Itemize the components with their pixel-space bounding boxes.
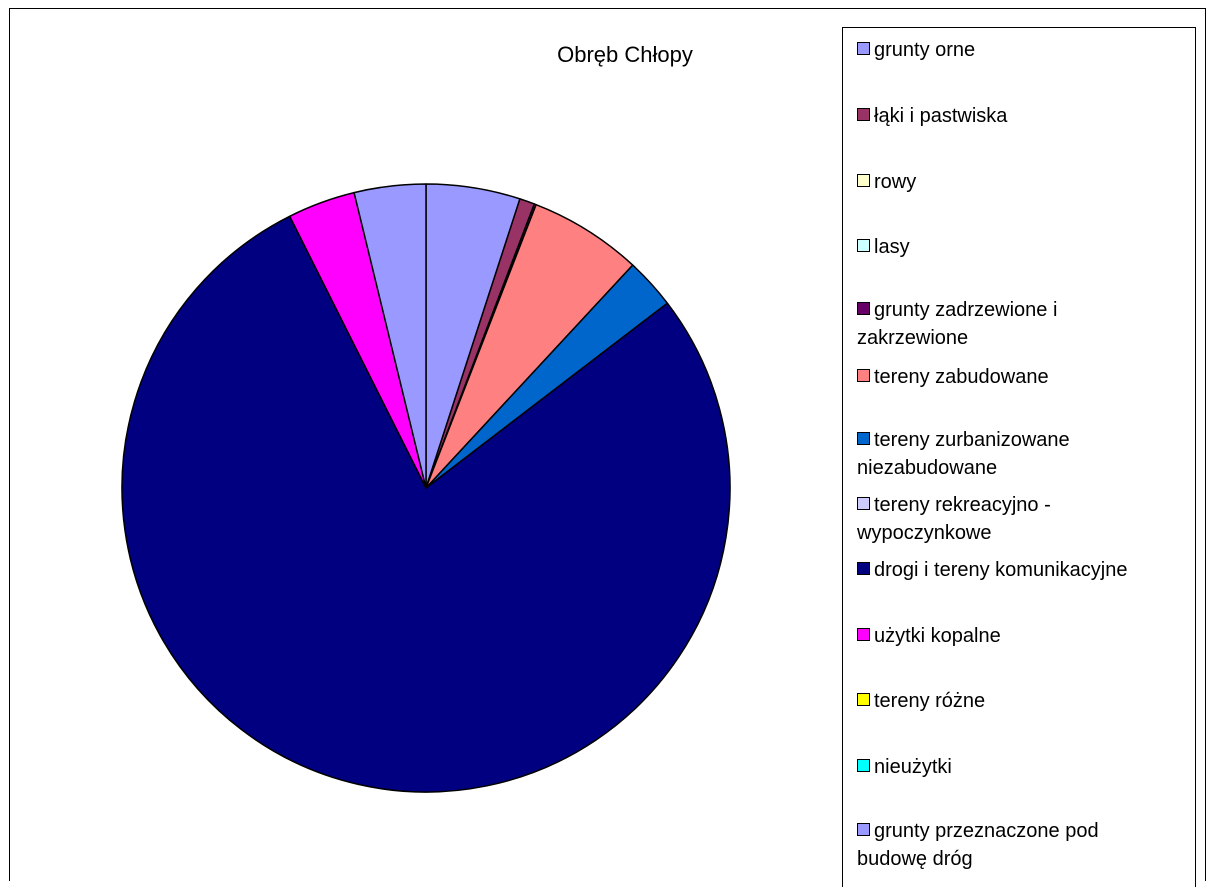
legend-swatch [857,302,870,315]
legend-label: grunty orne [874,39,975,61]
legend-label: nieużytki [874,756,952,778]
legend-label-line: grunty orne [874,39,976,61]
legend-item: grunty orne [857,36,1192,64]
legend-label: tereny zurbanizowane niezabudowane [857,429,1192,482]
legend-item: grunty przeznaczone pod budowę dróg [857,817,1192,873]
legend-label-line: zakrzewione [857,327,969,349]
legend-label-line: grunty przeznaczone pod [874,820,1099,842]
legend-item: grunty zadrzewione i zakrzewione [857,296,1192,352]
legend-swatch [857,628,870,641]
legend-swatch [857,174,870,187]
pie-slice-8 [121,215,731,793]
legend-label-line: drogi i tereny komunikacyjne [874,559,1128,581]
legend-label-line: lasy [874,236,910,258]
legend-swatch [857,239,870,252]
legend-swatch [857,369,870,382]
legend-label-line: rowy [874,171,917,193]
legend-item: lasy [857,233,1192,261]
chart-border-top [9,8,1206,9]
legend-label-line: nieużytki [874,756,952,778]
legend-item: tereny rekreacyjno - wypoczynkowe [857,491,1192,547]
chart-title: Obręb Chłopy [557,42,693,67]
pie-slice-12 [353,183,427,489]
legend-label-line: użytki kopalne [874,625,1001,647]
legend-label: grunty zadrzewione i zakrzewione [857,299,1192,352]
chart-legend: grunty orne łąki i pastwiska rowy lasy grunt… [842,27,1196,887]
legend-label: drogi i tereny komunikacyjne [874,559,1127,581]
legend-swatch [857,562,870,575]
legend-label: grunty przeznaczone pod budowę dróg [857,820,1192,873]
legend-swatch [857,693,870,706]
legend-label-line: tereny rekreacyjno - [874,494,1051,516]
legend-label-line: budowę dróg [857,848,973,870]
legend-item: tereny zurbanizowane niezabudowane [857,426,1192,482]
legend-label: rowy [874,171,916,193]
legend-label: tereny zabudowane [874,366,1049,388]
legend-label-line: tereny zurbanizowane [874,429,1070,451]
legend-item: użytki kopalne [857,622,1192,650]
legend-label-line: wypoczynkowe [857,522,992,544]
chart-border-left [9,8,10,881]
legend-item: łąki i pastwiska [857,102,1192,130]
legend-label: łąki i pastwiska [874,105,1007,127]
legend-swatch [857,108,870,121]
chart-border-right [1205,8,1206,881]
legend-swatch [857,823,870,836]
legend-label-line: grunty zadrzewione i [874,299,1058,321]
legend-swatch [857,497,870,510]
legend-item: tereny zabudowane [857,363,1192,391]
legend-swatch [857,42,870,55]
legend-swatch [857,759,870,772]
legend-item: rowy [857,168,1192,196]
legend-label-line: niezabudowane [857,457,998,479]
legend-label: tereny rekreacyjno - wypoczynkowe [857,494,1192,547]
legend-swatch [857,432,870,445]
legend-label: użytki kopalne [874,625,1001,647]
legend-label-line: tereny różne [874,690,986,712]
legend-label: tereny różne [874,690,985,712]
legend-item: nieużytki [857,753,1192,781]
legend-label: lasy [874,236,910,258]
legend-label-line: łąki i pastwiska [874,105,1008,127]
legend-item: drogi i tereny komunikacyjne [857,556,1192,584]
legend-item: tereny różne [857,687,1192,715]
legend-label-line: tereny zabudowane [874,366,1049,388]
